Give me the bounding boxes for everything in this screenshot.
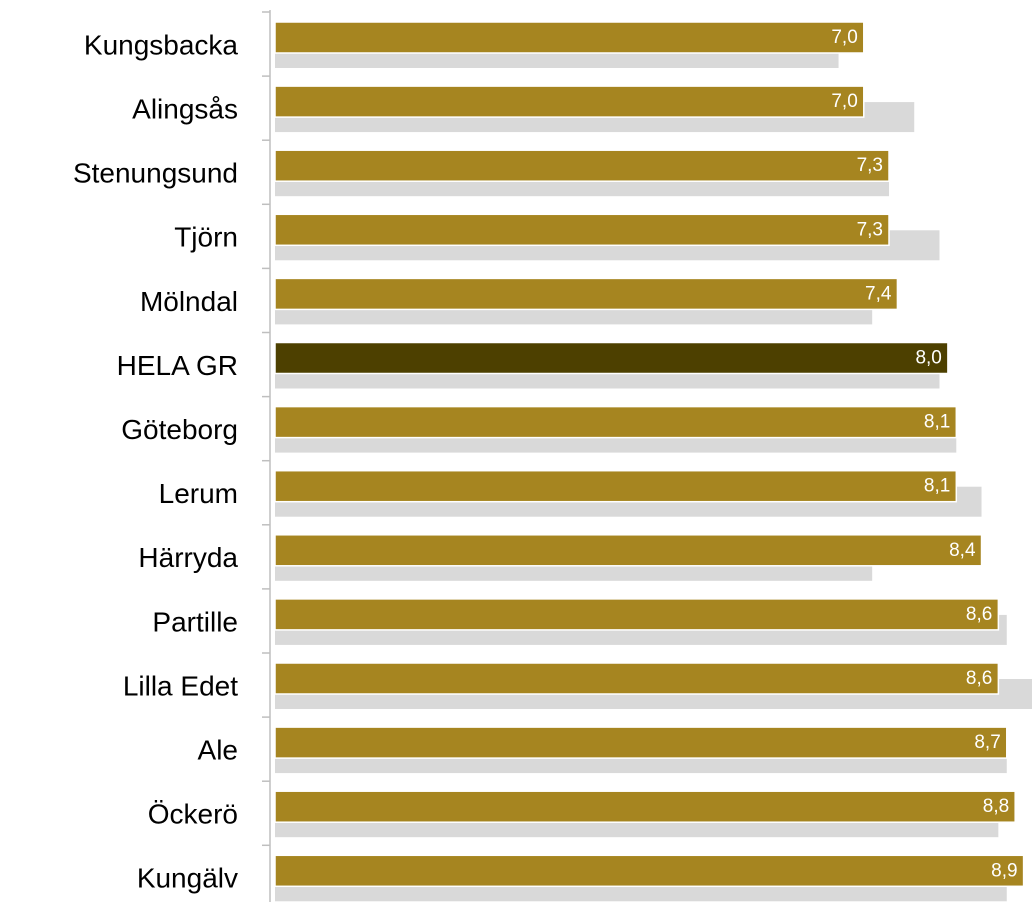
value-label: 7,3 xyxy=(857,155,883,176)
y-tick-label: Ale xyxy=(198,734,238,765)
bar xyxy=(274,469,958,503)
value-label: 8,6 xyxy=(966,604,992,625)
y-tick-label: Partille xyxy=(152,606,238,637)
bar xyxy=(274,534,983,567)
y-tick-label: Kungälv xyxy=(137,863,238,894)
y-tick-label: Lilla Edet xyxy=(123,670,238,701)
bar xyxy=(274,854,1025,888)
y-tick-label: Göteborg xyxy=(121,414,238,445)
y-tick-label: Lerum xyxy=(159,478,238,509)
y-tick-label: Kungsbacka xyxy=(84,29,239,60)
y-tick-label: Alingsås xyxy=(132,93,238,124)
value-label: 8,7 xyxy=(974,732,1000,753)
bar xyxy=(274,726,1008,759)
value-label: 8,9 xyxy=(991,860,1017,881)
y-tick-label: HELA GR xyxy=(117,350,238,381)
value-label: 7,0 xyxy=(831,27,857,48)
value-label: 8,0 xyxy=(915,348,941,369)
y-tick-label: Härryda xyxy=(138,542,238,573)
bar xyxy=(274,598,1000,631)
bar xyxy=(274,85,865,118)
y-tick-label: Öckerö xyxy=(148,799,238,830)
bar xyxy=(274,790,1016,823)
value-label: 8,1 xyxy=(924,476,950,497)
bar xyxy=(274,21,865,54)
value-label: 7,4 xyxy=(865,283,892,304)
bar xyxy=(274,213,890,247)
bar xyxy=(274,149,890,182)
y-tick-label: Tjörn xyxy=(174,222,238,253)
value-label: 7,0 xyxy=(831,91,857,112)
bar xyxy=(274,405,958,439)
bar xyxy=(274,341,949,375)
bar xyxy=(274,662,1000,695)
value-label: 8,6 xyxy=(966,668,992,689)
value-label: 8,4 xyxy=(949,540,976,561)
y-tick-label: Stenungsund xyxy=(73,158,238,189)
bar xyxy=(274,277,899,311)
value-label: 8,8 xyxy=(983,796,1009,817)
value-label: 7,3 xyxy=(857,219,883,240)
y-tick-label: Mölndal xyxy=(140,286,238,317)
value-label: 8,1 xyxy=(924,412,950,433)
